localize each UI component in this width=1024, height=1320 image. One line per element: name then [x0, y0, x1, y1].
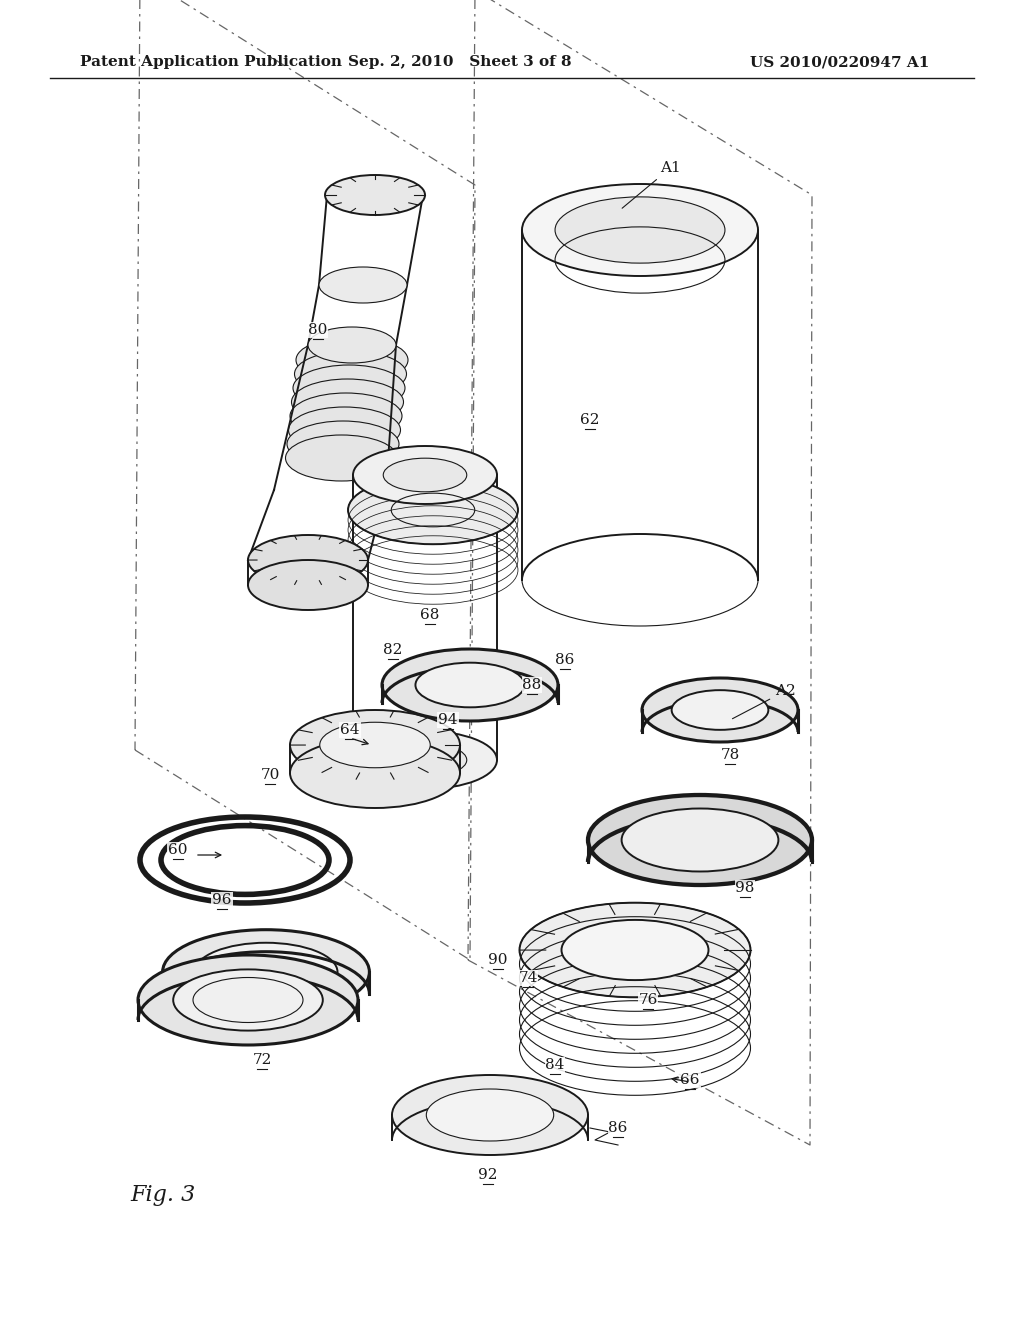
Text: 76: 76 [638, 993, 657, 1007]
Ellipse shape [248, 560, 368, 610]
Ellipse shape [290, 738, 460, 808]
Text: 86: 86 [555, 653, 574, 667]
Ellipse shape [195, 942, 338, 1002]
Text: 88: 88 [522, 678, 542, 692]
Ellipse shape [426, 1089, 554, 1140]
Ellipse shape [672, 690, 768, 730]
Ellipse shape [293, 366, 406, 411]
Ellipse shape [295, 351, 407, 397]
Ellipse shape [289, 407, 400, 453]
Ellipse shape [287, 421, 399, 467]
Text: 64: 64 [340, 723, 359, 737]
Text: 68: 68 [420, 609, 439, 622]
Ellipse shape [248, 535, 368, 585]
Text: 66: 66 [680, 1073, 699, 1086]
Ellipse shape [555, 197, 725, 263]
Ellipse shape [519, 903, 751, 998]
Ellipse shape [383, 743, 467, 776]
Ellipse shape [353, 731, 497, 789]
Ellipse shape [308, 327, 396, 363]
Ellipse shape [622, 808, 778, 871]
Text: 94: 94 [438, 713, 458, 727]
Text: A1: A1 [623, 161, 681, 209]
Text: 98: 98 [735, 880, 755, 895]
Ellipse shape [588, 795, 812, 884]
Text: 84: 84 [546, 1059, 564, 1072]
Text: 86: 86 [608, 1121, 628, 1135]
Text: Patent Application Publication: Patent Application Publication [80, 55, 342, 69]
Text: 72: 72 [252, 1053, 271, 1067]
Ellipse shape [319, 267, 407, 304]
Text: Sep. 2, 2010   Sheet 3 of 8: Sep. 2, 2010 Sheet 3 of 8 [348, 55, 571, 69]
Text: 70: 70 [260, 768, 280, 781]
Ellipse shape [325, 176, 425, 215]
Ellipse shape [392, 1074, 588, 1155]
Ellipse shape [290, 393, 402, 440]
Text: US 2010/0220947 A1: US 2010/0220947 A1 [751, 55, 930, 69]
Text: 90: 90 [488, 953, 508, 968]
Ellipse shape [319, 722, 430, 768]
Ellipse shape [416, 663, 524, 708]
Ellipse shape [292, 379, 403, 425]
Ellipse shape [348, 475, 518, 544]
Ellipse shape [173, 969, 323, 1031]
Ellipse shape [138, 954, 358, 1045]
Text: 80: 80 [308, 323, 328, 337]
Ellipse shape [290, 710, 460, 780]
Text: 74: 74 [518, 972, 538, 985]
Ellipse shape [286, 436, 397, 480]
Text: 62: 62 [581, 413, 600, 426]
Ellipse shape [382, 649, 558, 721]
Text: 60: 60 [168, 843, 187, 857]
Text: 78: 78 [720, 748, 739, 762]
Text: 82: 82 [383, 643, 402, 657]
Text: 96: 96 [212, 894, 231, 907]
Ellipse shape [163, 929, 370, 1014]
Text: A2: A2 [732, 684, 796, 718]
Ellipse shape [642, 678, 798, 742]
Ellipse shape [561, 920, 709, 979]
Text: Fig. 3: Fig. 3 [130, 1184, 196, 1206]
Ellipse shape [383, 458, 467, 492]
Text: 92: 92 [478, 1168, 498, 1181]
Ellipse shape [296, 337, 408, 383]
Ellipse shape [353, 446, 497, 504]
Ellipse shape [522, 183, 758, 276]
